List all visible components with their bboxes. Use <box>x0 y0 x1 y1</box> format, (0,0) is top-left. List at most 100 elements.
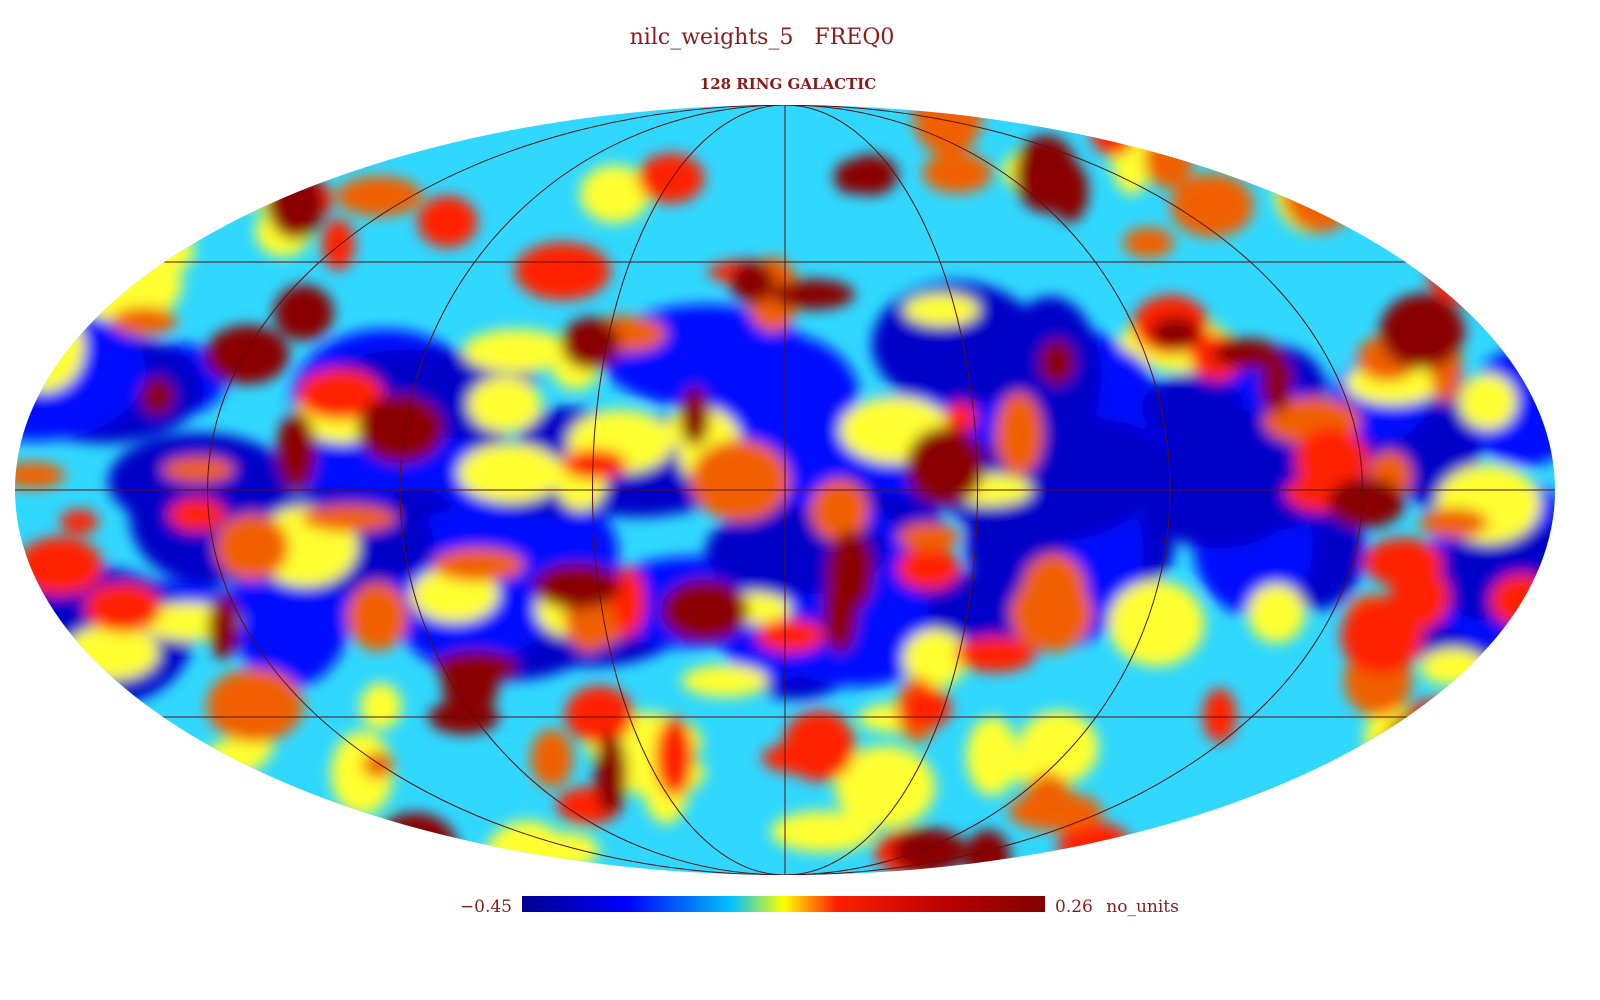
sky-blob <box>346 581 409 651</box>
sky-blob <box>834 745 936 828</box>
meridian <box>207 105 1363 875</box>
sky-blob <box>660 579 749 642</box>
sky-blob <box>530 729 573 788</box>
map-subtitle: 128 RING GALACTIC <box>700 75 877 93</box>
sky-blob <box>782 710 856 782</box>
colorbar-min-label: −0.45 <box>460 897 512 917</box>
sky-blob <box>336 175 423 217</box>
sky-blob <box>892 828 967 874</box>
sky-blob <box>15 461 66 489</box>
sky-blob <box>1419 648 1487 686</box>
sky-blob <box>1090 105 1137 157</box>
sky-blob <box>1347 774 1430 830</box>
sky-blob <box>810 478 869 542</box>
sky-blob <box>64 625 159 680</box>
sky-blob <box>756 618 825 653</box>
sky-blob <box>357 394 445 464</box>
sky-blob <box>84 581 162 633</box>
sky-blob <box>273 284 334 341</box>
sky-blob <box>1202 688 1237 743</box>
sky-blob <box>1365 833 1483 871</box>
sky-blob <box>1458 373 1517 430</box>
sky-blob <box>296 368 384 421</box>
sky-blob <box>1404 696 1499 741</box>
sky-blob <box>15 302 85 392</box>
sky-blob <box>1327 477 1405 529</box>
meridian <box>399 105 1171 875</box>
sky-blob <box>1418 507 1489 538</box>
sky-blob <box>1471 771 1528 810</box>
sky-blob <box>1461 809 1546 864</box>
sky-blob <box>105 193 192 235</box>
sky-blob <box>468 376 542 433</box>
sky-blob <box>579 164 650 224</box>
sky-blob <box>913 105 983 156</box>
sky-blob <box>327 828 371 875</box>
sky-blob <box>434 650 518 684</box>
sky-blob <box>457 443 563 503</box>
sky-blob <box>1439 205 1481 258</box>
sky-blob <box>370 812 458 875</box>
sky-blob <box>215 513 289 581</box>
sky-blob <box>655 717 694 797</box>
sky-blob <box>1049 160 1089 223</box>
sky-blob <box>905 427 985 506</box>
sky-blob <box>1018 711 1099 784</box>
sky-blob <box>995 391 1043 476</box>
sky-blob <box>1108 580 1205 667</box>
sky-blob <box>171 142 217 220</box>
sky-blob <box>462 329 571 373</box>
sky-blob <box>896 546 961 590</box>
sky-blob <box>1144 129 1194 189</box>
meridian <box>592 105 978 875</box>
sky-blob <box>124 166 180 240</box>
sky-blob <box>1340 105 1393 152</box>
sky-blob <box>140 377 175 416</box>
graticule <box>15 105 1555 875</box>
sky-blob <box>964 829 1011 875</box>
sky-blob <box>360 682 402 730</box>
sky-blob <box>903 686 952 729</box>
sky-blob <box>681 664 768 698</box>
sky-blob <box>1213 338 1282 369</box>
sky-blob <box>1490 573 1553 628</box>
sky-blob <box>945 402 977 433</box>
sky-blob <box>1122 227 1175 258</box>
sky-blob <box>897 522 961 552</box>
sky-blob <box>771 279 855 310</box>
colorbar-unit: no_units <box>1106 897 1179 917</box>
sky-blob <box>432 547 525 582</box>
sky-blob <box>955 636 1036 673</box>
sky-blob <box>1427 250 1503 304</box>
sky-blob <box>1247 584 1306 643</box>
sky-blob <box>1423 153 1491 217</box>
sky-blob <box>514 242 611 301</box>
sky-blob <box>833 160 868 194</box>
sky-blob <box>64 795 100 836</box>
sky-blob <box>1263 108 1352 140</box>
sky-blob <box>1260 354 1293 414</box>
sky-blob <box>1405 129 1470 211</box>
sky-blob <box>1038 339 1075 385</box>
sky-blob <box>91 127 204 162</box>
sky-blob <box>22 178 79 251</box>
sky-blob <box>561 317 621 370</box>
sky-blob <box>823 572 858 654</box>
sky-blob <box>533 563 621 610</box>
sky-blob <box>730 261 775 304</box>
sky-blob <box>111 306 177 336</box>
sky-field <box>15 105 1555 875</box>
sky-blob <box>1469 809 1542 875</box>
sky-blob <box>276 411 317 491</box>
sky-blob <box>940 435 1148 543</box>
sky-blob <box>362 751 394 779</box>
sky-blob <box>690 439 790 522</box>
sky-blob <box>1024 772 1073 831</box>
sky-blob <box>301 504 397 532</box>
sky-blob <box>561 448 628 480</box>
sky-blob <box>94 150 165 201</box>
sky-blob <box>1294 427 1369 492</box>
colorbar <box>522 896 1045 912</box>
sky-blob <box>1390 714 1459 745</box>
